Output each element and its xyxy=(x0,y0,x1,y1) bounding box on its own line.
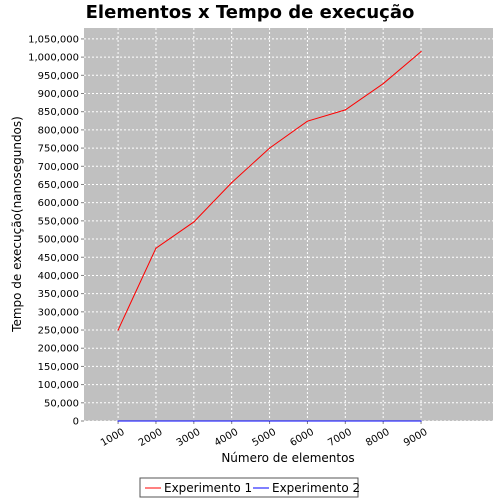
data-point xyxy=(231,420,233,422)
y-tick-label: 50,000 xyxy=(44,398,79,409)
legend-box xyxy=(139,477,359,498)
data-point xyxy=(117,420,119,422)
y-tick-label: 700,000 xyxy=(38,162,79,173)
x-tick-label: 5000 xyxy=(251,427,279,449)
y-tick-label: 350,000 xyxy=(38,289,79,300)
x-tick-label: 6000 xyxy=(288,427,316,449)
data-point xyxy=(306,120,309,122)
y-tick-label: 450,000 xyxy=(38,253,79,264)
y-tick-label: 900,000 xyxy=(38,89,79,100)
y-tick-label: 1,050,000 xyxy=(28,34,79,45)
y-tick-label: 850,000 xyxy=(38,107,79,118)
legend-label-experimento-2: Experimento 2 xyxy=(272,481,360,495)
plot-area xyxy=(84,28,493,421)
y-tick-label: 250,000 xyxy=(38,326,79,337)
data-point xyxy=(268,147,271,149)
data-point xyxy=(306,420,309,422)
y-tick-label: 200,000 xyxy=(38,344,79,355)
grid xyxy=(84,28,493,422)
x-tick-label: 4000 xyxy=(213,427,241,449)
legend: Experimento 1 Experimento 2 xyxy=(139,477,360,498)
y-tick-label: 750,000 xyxy=(38,144,79,155)
y-tick-label: 150,000 xyxy=(38,362,79,373)
x-tick-label: 7000 xyxy=(326,427,354,449)
y-tick-label: 600,000 xyxy=(38,198,79,209)
data-point xyxy=(155,420,157,422)
y-tick-label: 950,000 xyxy=(38,71,79,82)
y-tick-label: 400,000 xyxy=(38,271,79,282)
data-point xyxy=(193,420,195,422)
data-point xyxy=(382,83,384,85)
y-tick-label: 100,000 xyxy=(38,380,79,391)
y-tick-label: 500,000 xyxy=(38,235,79,246)
data-point xyxy=(231,182,233,184)
y-axis-label: Tempo de execução(nanosegundos) xyxy=(10,116,24,333)
x-axis-ticks: 1000 2000 3000 4000 5000 6000 7000 8000 9000 xyxy=(99,421,430,449)
legend-label-experimento-1: Experimento 1 xyxy=(164,481,252,495)
series-layer xyxy=(117,51,422,422)
x-axis-label: Número de elementos xyxy=(221,451,354,465)
y-tick-label: 650,000 xyxy=(38,180,79,191)
x-tick-label: 3000 xyxy=(175,427,203,449)
x-tick-label: 1000 xyxy=(99,427,127,449)
y-tick-label: 550,000 xyxy=(38,216,79,227)
data-point xyxy=(344,109,346,111)
data-point xyxy=(420,420,422,422)
chart-title: Elementos x Tempo de execução xyxy=(86,2,415,23)
y-axis-ticks: 0 50,000 100,000 150,000 200,000 250,000 300,0… xyxy=(28,34,84,428)
data-point xyxy=(155,247,157,249)
x-tick-label: 8000 xyxy=(364,427,392,449)
y-tick-label: 1,000,000 xyxy=(28,53,79,64)
y-tick-label: 800,000 xyxy=(38,125,79,136)
data-point xyxy=(420,51,422,53)
data-point xyxy=(193,221,195,223)
x-tick-label: 9000 xyxy=(402,427,430,449)
x-tick-label: 2000 xyxy=(137,427,165,449)
y-tick-label: 300,000 xyxy=(38,307,79,318)
data-point xyxy=(117,329,119,331)
data-point xyxy=(344,420,346,422)
data-point xyxy=(268,420,271,422)
y-tick-label: 0 xyxy=(73,417,79,428)
data-point xyxy=(382,420,384,422)
